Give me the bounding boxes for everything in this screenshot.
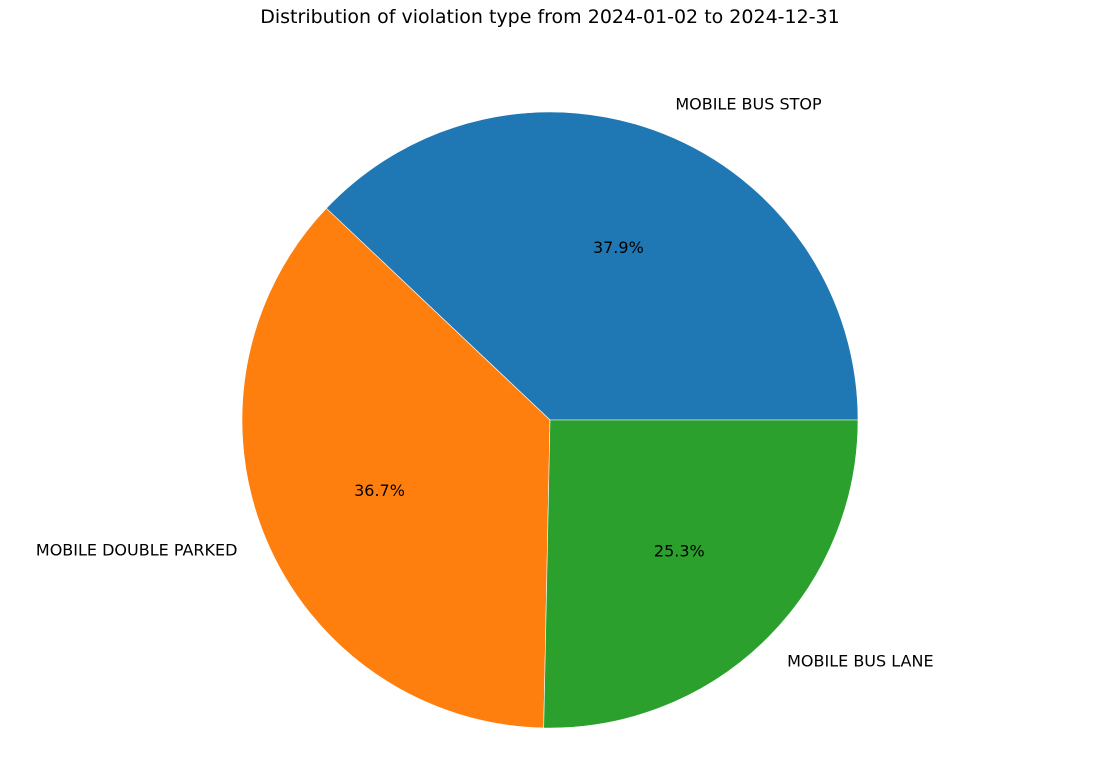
pie-slice-mobile-double-parked (241, 207, 551, 729)
slice-label: MOBILE DOUBLE PARKED (36, 540, 238, 559)
pie-slice-mobile-bus-lane (543, 419, 859, 729)
pie-slice-mobile-bus-stop (325, 111, 859, 421)
slice-percent-label: 37.9% (593, 238, 644, 257)
chart-title: Distribution of violation type from 2024… (260, 6, 840, 28)
pie-slices (241, 111, 859, 729)
pie-labels: MOBILE BUS STOP 37.9% MOBILE DOUBLE PARKED… (36, 95, 934, 671)
slice-percent-label: 36.7% (354, 481, 405, 500)
slice-label: MOBILE BUS STOP (675, 95, 822, 114)
slice-label: MOBILE BUS LANE (787, 652, 933, 671)
slice-percent-label: 25.3% (654, 542, 705, 561)
